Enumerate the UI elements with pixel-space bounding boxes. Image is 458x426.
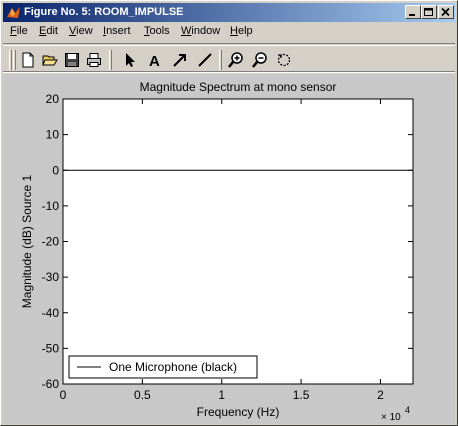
insert-arrow-icon	[173, 54, 186, 67]
title-bar[interactable]: Figure No. 5: ROOM_IMPULSE	[3, 3, 455, 22]
menu-edit[interactable]: Edit	[39, 25, 58, 37]
x-tick-label: 0	[60, 388, 67, 402]
insert-text-button[interactable]: A	[144, 49, 166, 71]
insert-line-button[interactable]	[194, 49, 216, 71]
chart-title: Magnitude Spectrum at mono sensor	[140, 80, 337, 94]
menu-file[interactable]: File	[10, 25, 28, 37]
print-icon	[87, 53, 101, 67]
x-axis-multiplier-exponent: 4	[405, 405, 410, 415]
legend-box	[68, 355, 258, 379]
y-tick-label: -50	[42, 341, 60, 355]
minimize-button[interactable]	[405, 5, 421, 19]
new-file-icon	[22, 52, 34, 68]
menu-help[interactable]: Help	[230, 25, 253, 37]
toolbar-separator	[219, 50, 222, 70]
toolbar: A	[3, 43, 455, 73]
x-tick-label: 0.5	[134, 388, 151, 402]
open-folder-icon	[42, 55, 58, 66]
menu-view[interactable]: View	[69, 25, 93, 37]
toolbar-grip[interactable]	[9, 50, 12, 70]
y-tick-label: -10	[42, 199, 60, 213]
edit-plot-button[interactable]	[119, 49, 141, 71]
zoom-out-button[interactable]	[249, 49, 271, 71]
y-tick-label: -20	[42, 235, 60, 249]
x-tick-label: 2	[377, 388, 384, 402]
plot-area	[63, 99, 413, 384]
menu-tools[interactable]: Tools	[144, 25, 170, 37]
save-icon	[65, 53, 79, 67]
y-axis-label: Magnitude (dB) Source 1	[20, 174, 34, 308]
print-button[interactable]	[83, 49, 105, 71]
y-tick-label: 20	[46, 92, 60, 106]
svg-text:A: A	[149, 53, 160, 68]
figure-canvas[interactable]: Magnitude Spectrum at mono sensor 20 10 0 -1…	[3, 74, 455, 424]
insert-text-icon: A	[149, 53, 160, 68]
insert-arrow-button[interactable]	[169, 49, 191, 71]
new-figure-button[interactable]	[17, 49, 39, 71]
menu-window[interactable]: Window	[181, 25, 221, 37]
menu-insert[interactable]: Insert	[103, 25, 131, 37]
toolbar-separator	[109, 50, 112, 70]
magnitude-spectrum-plot[interactable]: Magnitude Spectrum at mono sensor20100-1…	[3, 74, 455, 424]
x-axis-label: Frequency (Hz)	[197, 405, 280, 419]
x-axis-multiplier: × 10	[381, 412, 401, 423]
y-tick-label: 0	[52, 163, 59, 177]
insert-line-icon	[198, 53, 212, 67]
axes-box	[62, 98, 414, 385]
x-tick-label: 1	[218, 388, 225, 402]
toolbar-grip[interactable]	[13, 50, 16, 70]
save-button[interactable]	[61, 49, 83, 71]
close-icon	[441, 8, 450, 17]
close-button[interactable]	[438, 5, 454, 19]
open-file-button[interactable]	[39, 49, 61, 71]
matlab-logo-icon	[7, 7, 20, 18]
rotate-3d-button[interactable]	[273, 49, 295, 71]
y-tick-label: -40	[42, 306, 60, 320]
zoom-out-icon	[252, 52, 267, 68]
y-tick-label: -30	[42, 270, 60, 284]
maximize-button[interactable]	[421, 5, 437, 19]
select-arrow-icon	[126, 53, 135, 67]
legend-entry-0: One Microphone (black)	[109, 360, 237, 374]
minimize-icon	[409, 14, 415, 16]
zoom-in-button[interactable]	[225, 49, 247, 71]
window-title: Figure No. 5: ROOM_IMPULSE	[24, 6, 184, 18]
rotate-icon	[277, 53, 291, 67]
y-tick-label: -60	[42, 377, 60, 391]
y-tick-label: 10	[46, 128, 60, 142]
zoom-in-icon	[228, 52, 243, 68]
menu-bar: File Edit View Insert Tools Window Help	[3, 23, 455, 41]
maximize-icon	[424, 8, 433, 16]
x-tick-label: 1.5	[293, 388, 310, 402]
